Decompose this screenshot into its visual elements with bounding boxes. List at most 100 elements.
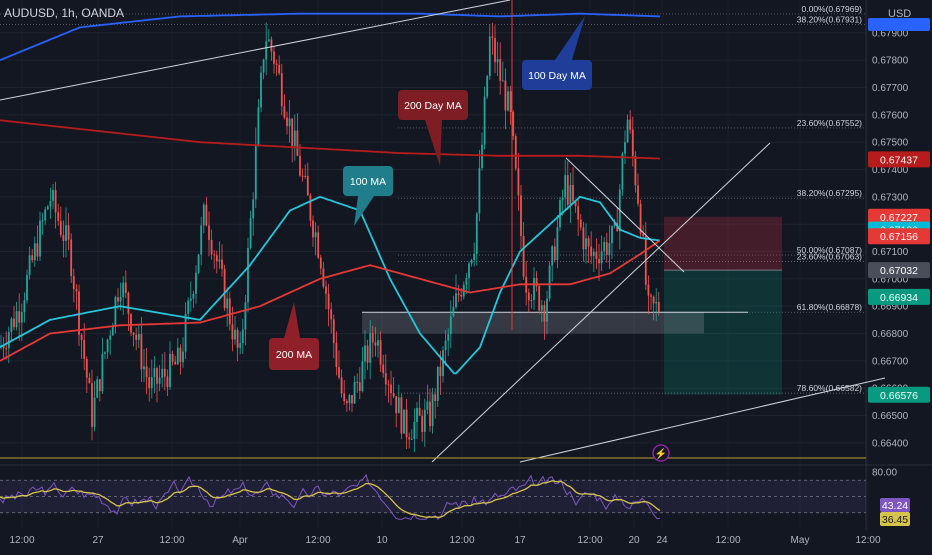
rsi-line[interactable]: [0, 473, 661, 521]
candle[interactable]: [494, 37, 496, 63]
candle[interactable]: [221, 259, 223, 269]
candle[interactable]: [556, 227, 559, 261]
ma-100-day-callout-bubble[interactable]: [522, 60, 592, 90]
candle[interactable]: [426, 401, 429, 410]
candle[interactable]: [306, 176, 309, 196]
candle[interactable]: [434, 394, 437, 401]
candle[interactable]: [119, 297, 122, 302]
candle[interactable]: [657, 302, 660, 312]
candle[interactable]: [325, 286, 327, 294]
candle[interactable]: [265, 41, 268, 60]
candle[interactable]: [10, 318, 13, 333]
candle[interactable]: [39, 220, 41, 257]
candle[interactable]: [249, 218, 252, 248]
candle[interactable]: [283, 106, 286, 118]
candle[interactable]: [195, 272, 197, 294]
candle[interactable]: [109, 335, 112, 340]
candle[interactable]: [512, 112, 515, 137]
candle[interactable]: [600, 251, 603, 264]
trend-line[interactable]: [431, 142, 771, 463]
candle[interactable]: [317, 232, 320, 258]
candle[interactable]: [637, 185, 639, 204]
candle[interactable]: [431, 394, 434, 427]
candle[interactable]: [80, 334, 83, 340]
candle[interactable]: [605, 242, 608, 255]
candle[interactable]: [124, 282, 127, 293]
candle[interactable]: [46, 206, 49, 210]
candle[interactable]: [390, 384, 392, 394]
candle[interactable]: [28, 255, 31, 276]
price-marker[interactable]: [868, 228, 930, 245]
price-marker[interactable]: [868, 262, 930, 279]
candle[interactable]: [405, 409, 408, 438]
candle[interactable]: [314, 232, 317, 238]
candle[interactable]: [543, 305, 546, 322]
ma-100-line[interactable]: [0, 195, 661, 375]
candle[interactable]: [577, 206, 580, 220]
candle[interactable]: [587, 238, 590, 247]
candle[interactable]: [540, 305, 543, 311]
candle[interactable]: [304, 175, 307, 177]
candle[interactable]: [592, 251, 595, 256]
candle[interactable]: [153, 368, 156, 378]
candle[interactable]: [639, 203, 642, 234]
candle[interactable]: [410, 438, 413, 440]
candle[interactable]: [564, 175, 567, 198]
candle[interactable]: [382, 364, 385, 374]
candle[interactable]: [57, 212, 60, 221]
candle[interactable]: [517, 168, 520, 196]
candle[interactable]: [483, 96, 486, 145]
candle[interactable]: [114, 297, 117, 326]
candle[interactable]: [23, 300, 26, 313]
candle[interactable]: [330, 309, 333, 320]
candle[interactable]: [13, 318, 15, 328]
candle[interactable]: [254, 145, 257, 200]
candle[interactable]: [327, 293, 330, 310]
ma-200-day-line[interactable]: [0, 119, 661, 160]
candle[interactable]: [67, 225, 70, 240]
candle[interactable]: [280, 73, 283, 107]
candle[interactable]: [156, 368, 158, 384]
candle[interactable]: [2, 345, 5, 349]
candle[interactable]: [442, 350, 444, 377]
candle[interactable]: [293, 130, 296, 147]
candle[interactable]: [319, 257, 322, 269]
candle[interactable]: [228, 298, 231, 325]
candle[interactable]: [182, 351, 184, 363]
candle[interactable]: [260, 72, 262, 108]
candle[interactable]: [572, 184, 574, 201]
rsi-ma-value-badge[interactable]: [880, 512, 910, 526]
candle[interactable]: [447, 333, 450, 341]
candle[interactable]: [504, 80, 507, 111]
candle[interactable]: [338, 367, 340, 378]
candle[interactable]: [345, 401, 348, 404]
candle[interactable]: [197, 254, 200, 273]
candle[interactable]: [148, 377, 151, 389]
candle[interactable]: [369, 333, 372, 363]
candle[interactable]: [374, 342, 377, 346]
candle[interactable]: [473, 253, 476, 261]
candle[interactable]: [358, 382, 361, 391]
candle[interactable]: [364, 345, 366, 362]
candle[interactable]: [171, 353, 174, 362]
candle[interactable]: [273, 51, 275, 64]
candle[interactable]: [166, 376, 169, 388]
candle[interactable]: [270, 39, 273, 52]
candle[interactable]: [31, 255, 34, 261]
ma-100-day-line[interactable]: [0, 12, 661, 61]
candle[interactable]: [514, 136, 517, 169]
candle[interactable]: [312, 220, 314, 238]
rsi-value-badge[interactable]: [880, 498, 910, 512]
candle[interactable]: [509, 91, 512, 113]
candle[interactable]: [111, 325, 114, 336]
candle[interactable]: [163, 368, 166, 377]
candle[interactable]: [650, 295, 652, 297]
candle[interactable]: [215, 255, 218, 262]
candle[interactable]: [535, 277, 538, 287]
candle[interactable]: [288, 118, 291, 127]
candle[interactable]: [122, 282, 125, 298]
candle[interactable]: [247, 247, 249, 303]
candle[interactable]: [236, 329, 239, 348]
candle[interactable]: [395, 396, 398, 414]
candle[interactable]: [200, 225, 203, 255]
